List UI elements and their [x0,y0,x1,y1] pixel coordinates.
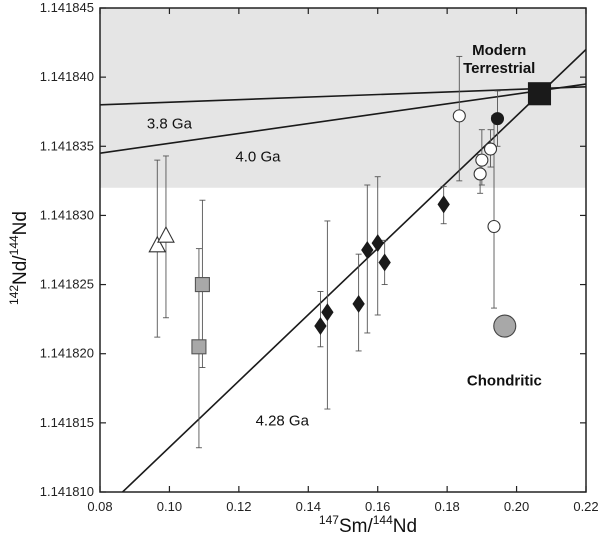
label-chondritic: Chondritic [467,373,542,390]
point-circle-4-1 [452,109,466,123]
isochron-line-2 [100,83,586,154]
point-circle-4-2 [473,167,487,181]
label-modern: Modern [472,42,526,59]
point-diamond-3-2 [321,303,334,322]
label-terrestrial: Terrestrial [463,60,535,77]
point-diamond-3-5 [371,234,384,253]
x-tick-label-7: 0.22 [573,499,598,514]
point-circle-4-5 [487,219,501,234]
point-diamond-3-7 [437,195,450,214]
point-diamond-3-1 [314,317,327,336]
shaded-band [100,8,586,188]
y-axis-title-sup-2: 144 [7,235,21,255]
y-tick-label-3: 1.141825 [40,277,94,292]
x-tick-label-3: 0.14 [296,499,321,514]
isochron-layer [100,48,586,492]
x-tick-label-4: 0.16 [365,499,390,514]
point-square-2-2 [191,339,207,355]
point-triangle-1-2 [157,226,175,243]
y-tick-label-6: 1.141840 [40,69,94,84]
isochron-line-3 [122,48,586,492]
x-axis-title-sup-1: 147 [319,513,339,527]
y-tick-label-4: 1.141830 [40,207,94,222]
x-axis-title-part-1: Sm/ [339,516,374,537]
point-bigcircle-6-1 [493,314,517,338]
x-tick-label-6: 0.20 [504,499,529,514]
tick-layer: 0.08 0.10 0.12 0.14 0.16 0.18 0.20 0.22 1.141810… [40,0,599,514]
y-axis-title: 142Nd/144Nd [7,211,31,305]
x-axis-title-sup-2: 144 [373,513,393,527]
point-circle-4-3 [475,153,489,167]
point-diamond-3-4 [361,241,374,259]
x-tick-label-5: 0.18 [434,499,459,514]
x-axis-title-part-2: Nd [393,516,417,537]
point-diamond-3-6 [378,253,391,272]
y-axis-title-sup-1: 142 [7,285,21,305]
y-axis-title-part-1: Nd/ [10,255,31,285]
shaded-band-layer [100,8,586,188]
point-bigsquare-7-1 [527,82,552,106]
x-axis-title: 147Sm/144Nd [319,513,417,537]
point-triangle-1-1 [148,235,167,253]
y-tick-label-2: 1.141820 [40,346,94,361]
data-point-layer [148,82,552,355]
isochron-line-1 [100,86,586,106]
x-tick-label-2: 0.12 [226,499,251,514]
y-axis-title-part-2: Nd [10,211,31,235]
label-4.28ga: 4.28 Ga [256,413,310,430]
label-3.8ga: 3.8 Ga [147,115,193,132]
point-square-2-1 [194,277,210,293]
y-tick-label-0: 1.141810 [40,484,94,499]
x-tick-label-0: 0.08 [87,499,112,514]
y-tick-label-7: 1.141845 [40,0,94,15]
x-tick-label-1: 0.10 [157,499,182,514]
y-tick-label-1: 1.141815 [40,415,94,430]
label-4.0ga: 4.0 Ga [235,148,281,165]
point-circle-4-4 [483,142,498,156]
y-tick-label-5: 1.141835 [40,138,94,153]
plot-frame [99,7,587,493]
point-circle-5-1 [490,112,505,126]
point-diamond-3-3 [352,294,365,313]
